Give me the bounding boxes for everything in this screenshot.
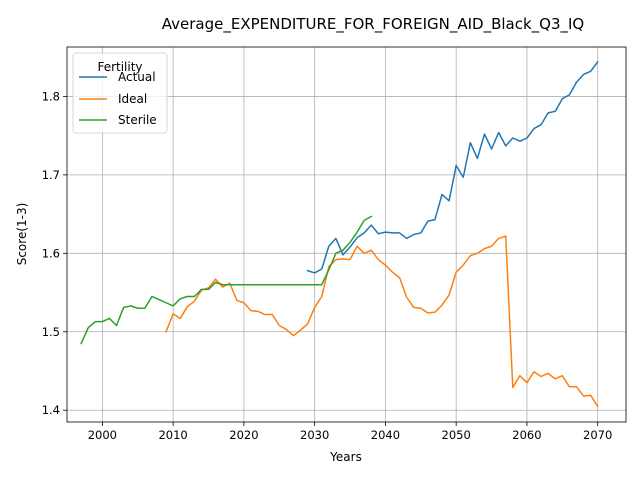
grid <box>67 47 626 422</box>
legend-box <box>72 52 168 134</box>
axis-ticks: 2000 2010 2020 2030 2040 2050 2060 2070 1.4 1.5 1.… <box>42 89 613 442</box>
y-tick-label: 1.4 <box>42 403 60 417</box>
series-lines <box>80 60 599 408</box>
y-tick-label: 1.8 <box>42 89 60 103</box>
x-tick-label: 2000 <box>88 428 117 442</box>
y-axis-label: Score(1-3) <box>15 203 29 266</box>
plot-frame <box>66 46 627 423</box>
x-tick-label: 2010 <box>158 428 187 442</box>
x-tick-label: 2070 <box>583 428 612 442</box>
x-tick-label: 2040 <box>371 428 400 442</box>
series-line-actual <box>306 60 599 274</box>
x-tick-label: 2020 <box>229 428 258 442</box>
legend-label-sterile: Sterile <box>118 113 157 127</box>
series-line-sterile <box>80 215 373 345</box>
x-tick-label: 2030 <box>300 428 329 442</box>
legend: Fertility Actual Ideal Sterile <box>72 52 168 134</box>
y-tick-label: 1.5 <box>42 325 60 339</box>
legend-label-actual: Actual <box>118 70 156 84</box>
series-line-ideal <box>165 235 599 408</box>
y-tick-label: 1.7 <box>42 168 60 182</box>
legend-title: Fertility <box>97 60 142 74</box>
x-tick-label: 2050 <box>442 428 471 442</box>
chart-title: Average_EXPENDITURE_FOR_FOREIGN_AID_Blac… <box>162 15 584 34</box>
y-tick-label: 1.6 <box>42 246 60 260</box>
x-tick-label: 2060 <box>512 428 541 442</box>
legend-label-ideal: Ideal <box>118 92 147 106</box>
x-axis-label: Years <box>329 450 362 464</box>
